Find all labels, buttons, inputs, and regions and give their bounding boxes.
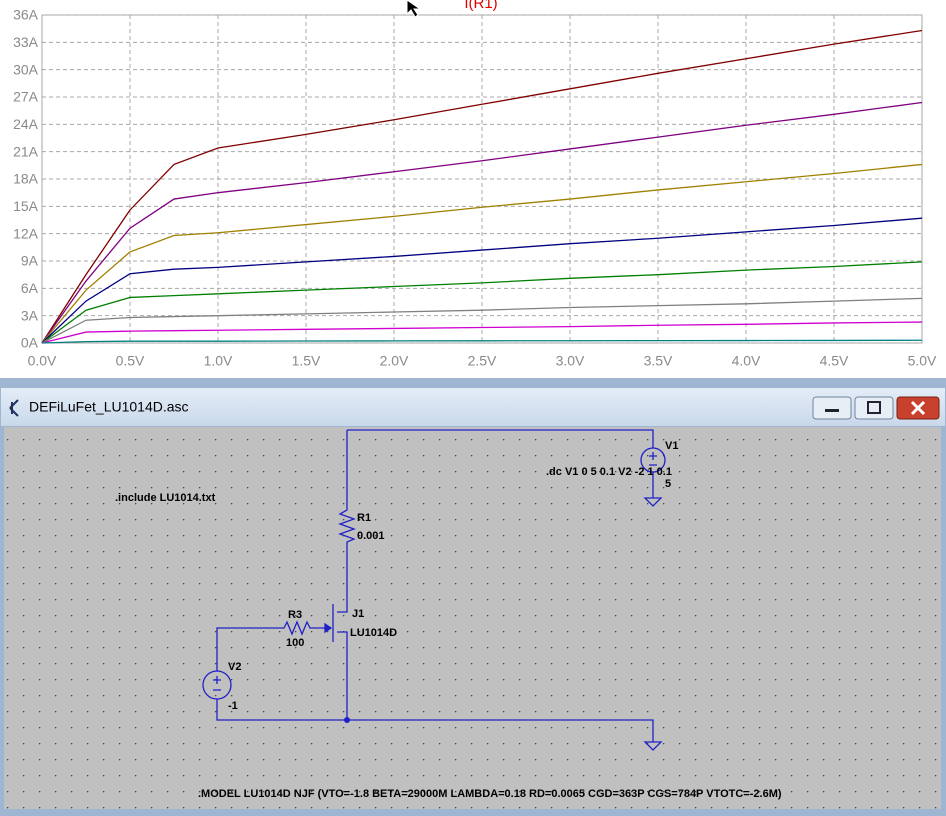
y-tick-label: 27A bbox=[13, 89, 39, 105]
component-name: V1 bbox=[665, 440, 678, 452]
y-tick-label: 9A bbox=[21, 253, 39, 269]
y-tick-label: 30A bbox=[13, 61, 39, 77]
component-value: -1 bbox=[228, 700, 238, 712]
x-tick-label: 5.0V bbox=[908, 353, 937, 369]
junction bbox=[344, 717, 350, 723]
x-tick-label: 3.0V bbox=[556, 353, 585, 369]
x-tick-label: 1.5V bbox=[292, 353, 321, 369]
x-tick-label: 0.0V bbox=[28, 353, 57, 369]
title-bar bbox=[1, 388, 945, 426]
x-tick-label: 0.5V bbox=[116, 353, 145, 369]
y-tick-label: 24A bbox=[13, 116, 39, 132]
trace bbox=[41, 321, 923, 344]
minimize-button[interactable] bbox=[812, 396, 852, 420]
include-directive: .include LU1014.txt bbox=[115, 492, 216, 504]
y-tick-label: 33A bbox=[13, 34, 39, 50]
trace bbox=[41, 297, 923, 344]
component-name: V2 bbox=[228, 661, 241, 673]
component-value: 0.001 bbox=[357, 530, 385, 542]
minimize-glyph bbox=[825, 409, 839, 412]
trace-name: I(R1) bbox=[464, 0, 497, 12]
component-name: J1 bbox=[352, 608, 364, 620]
y-tick-label: 0A bbox=[21, 335, 39, 351]
component-value: LU1014D bbox=[350, 627, 397, 639]
component-name: R3 bbox=[288, 609, 302, 621]
component-name: R1 bbox=[357, 512, 371, 524]
window-title: DEFiLuFet_LU1014D.asc bbox=[29, 399, 189, 415]
x-tick-label: 1.0V bbox=[204, 353, 233, 369]
schematic-wires bbox=[202, 429, 666, 751]
y-tick-label: 18A bbox=[13, 171, 39, 187]
x-tick-label: 3.5V bbox=[644, 353, 673, 369]
trace bbox=[41, 163, 923, 344]
trace bbox=[41, 261, 923, 344]
y-tick-label: 3A bbox=[21, 307, 39, 323]
trace bbox=[41, 101, 923, 344]
plot-pane bbox=[0, 0, 946, 378]
y-tick-label: 12A bbox=[13, 225, 39, 241]
close-glyph bbox=[910, 400, 926, 416]
trace bbox=[41, 217, 923, 344]
trace bbox=[41, 29, 923, 344]
mouse-cursor bbox=[406, 0, 422, 18]
app-icon bbox=[9, 399, 19, 417]
dc-directive: .dc V1 0 5 0.1 V2 -2 1 0.1 bbox=[546, 466, 672, 478]
y-tick-label: 36A bbox=[13, 7, 39, 23]
maximize-glyph bbox=[867, 401, 881, 414]
maximize-button[interactable] bbox=[854, 396, 894, 420]
x-tick-label: 4.5V bbox=[820, 353, 849, 369]
y-tick-label: 15A bbox=[13, 198, 39, 214]
schematic-grid bbox=[4, 427, 941, 809]
model-directive: .MODEL LU1014D NJF (VTO=-1.8 BETA=29000M… bbox=[198, 788, 782, 800]
y-tick-label: 21A bbox=[13, 143, 39, 159]
trace bbox=[41, 339, 923, 344]
x-tick-label: 4.0V bbox=[732, 353, 761, 369]
x-tick-label: 2.0V bbox=[380, 353, 409, 369]
x-tick-label: 2.5V bbox=[468, 353, 497, 369]
component-value: 5 bbox=[665, 478, 671, 490]
y-tick-label: 6A bbox=[21, 280, 39, 296]
component-value: 100 bbox=[286, 637, 304, 649]
